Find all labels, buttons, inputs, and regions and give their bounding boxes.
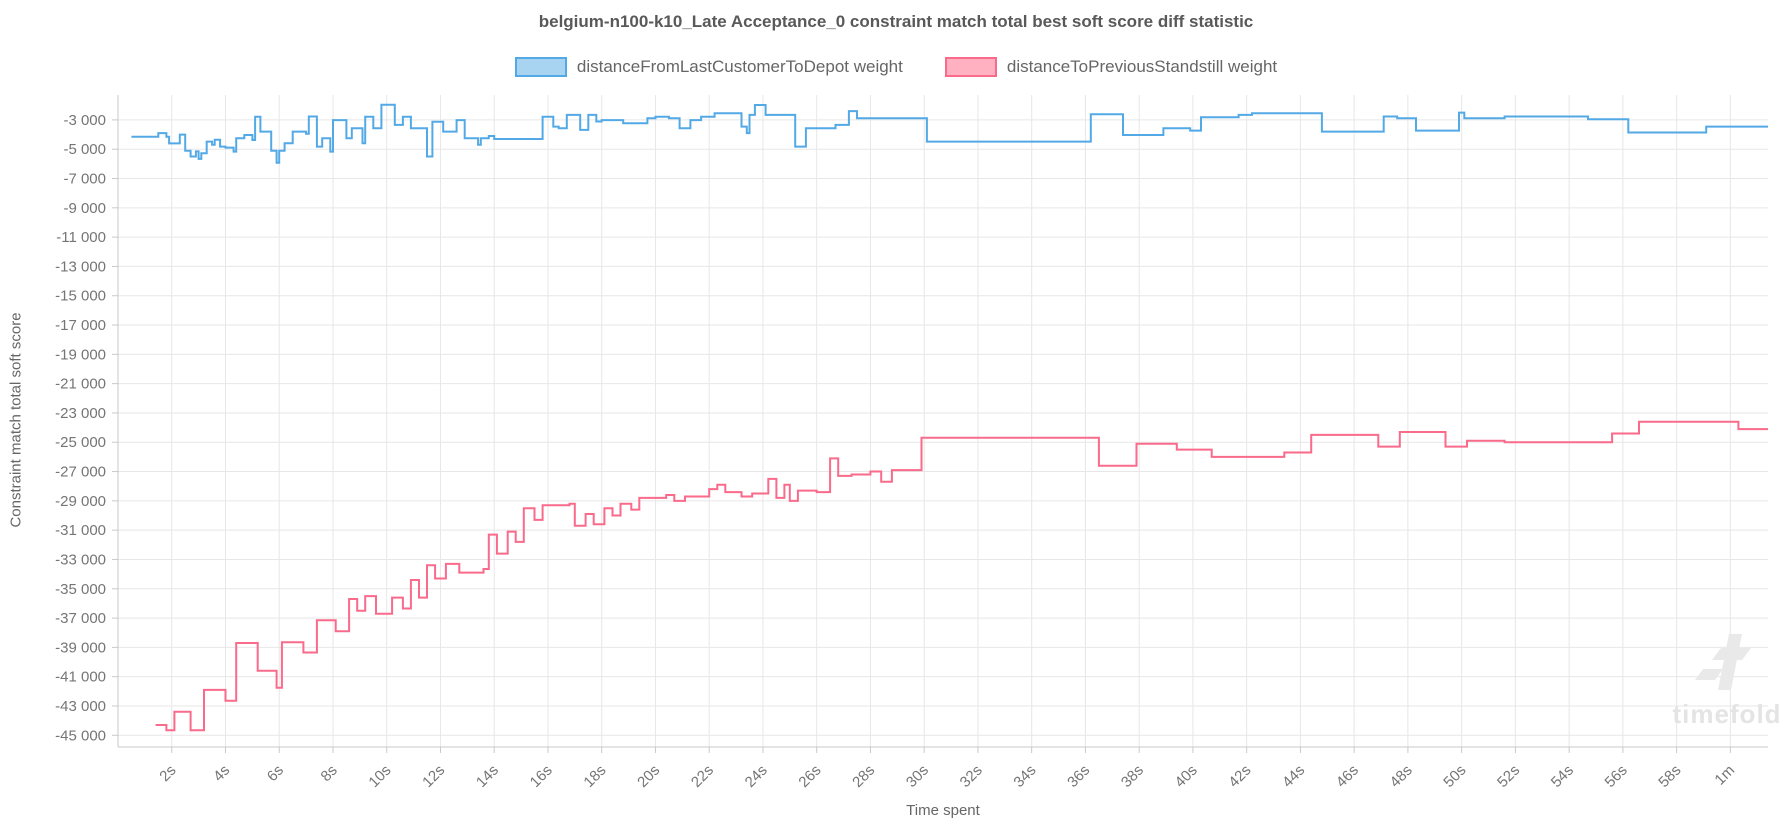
x-tick-label: 4s xyxy=(210,762,233,785)
x-axis-title: Time spent xyxy=(906,802,980,819)
x-tick-label: 46s xyxy=(1333,762,1362,791)
x-tick-label: 40s xyxy=(1172,762,1201,791)
y-tick-label: -11 000 xyxy=(56,229,106,246)
x-tick-label: 50s xyxy=(1440,762,1469,791)
chart-legend: distanceFromLastCustomerToDepot weight d… xyxy=(0,57,1792,77)
y-tick-label: -37 000 xyxy=(55,610,106,627)
x-tick-label: 34s xyxy=(1010,762,1039,791)
x-tick-label: 24s xyxy=(742,762,771,791)
x-tick-label: 32s xyxy=(957,762,986,791)
legend-item-distance-from-last-customer-to-depot[interactable]: distanceFromLastCustomerToDepot weight xyxy=(514,57,903,77)
x-tick-label: 44s xyxy=(1279,762,1308,791)
y-tick-label: -5 000 xyxy=(63,141,106,158)
x-tick-label: 36s xyxy=(1064,762,1093,791)
y-tick-label: -41 000 xyxy=(55,669,106,686)
x-tick-label: 54s xyxy=(1548,762,1577,791)
y-tick-label: -31 000 xyxy=(55,522,106,539)
x-tick-label: 14s xyxy=(473,762,502,791)
x-tick-label: 1m xyxy=(1711,762,1738,789)
x-tick-label: 30s xyxy=(903,762,932,791)
series-path-0 xyxy=(131,103,1768,164)
y-tick-label: -45 000 xyxy=(55,727,106,744)
y-tick-label: -35 000 xyxy=(55,581,106,598)
x-tick-label: 58s xyxy=(1655,762,1684,791)
series-path-1 xyxy=(155,420,1768,732)
y-tick-label: -29 000 xyxy=(55,493,106,510)
legend-swatch-pink xyxy=(944,57,997,77)
y-tick-label: -15 000 xyxy=(55,288,106,305)
legend-label: distanceToPreviousStandstill weight xyxy=(1006,57,1278,76)
x-tick-label: 8s xyxy=(318,762,341,785)
legend-item-distance-to-previous-standstill[interactable]: distanceToPreviousStandstill weight xyxy=(944,57,1278,77)
y-tick-label: -25 000 xyxy=(55,434,106,451)
y-tick-label: -13 000 xyxy=(55,258,106,275)
x-tick-label: 18s xyxy=(580,762,609,791)
y-tick-label: -21 000 xyxy=(55,376,106,393)
y-tick-label: -19 000 xyxy=(55,346,106,363)
legend-label: distanceFromLastCustomerToDepot weight xyxy=(576,57,903,76)
x-tick-label: 28s xyxy=(849,762,878,791)
x-tick-label: 20s xyxy=(634,762,663,791)
x-tick-label: 10s xyxy=(365,762,394,791)
y-tick-label: -39 000 xyxy=(55,639,106,656)
x-tick-label: 6s xyxy=(264,762,287,785)
x-tick-label: 56s xyxy=(1602,762,1631,791)
x-tick-label: 16s xyxy=(527,762,556,791)
legend-swatch-blue xyxy=(514,57,567,77)
y-tick-label: -7 000 xyxy=(63,171,106,188)
x-tick-label: 12s xyxy=(419,762,448,791)
y-tick-label: -27 000 xyxy=(55,464,106,481)
x-tick-label: 22s xyxy=(688,762,717,791)
y-tick-label: -3 000 xyxy=(63,112,106,129)
y-tick-label: -33 000 xyxy=(55,551,106,568)
chart-title: belgium-n100-k10_Late Acceptance_0 const… xyxy=(538,12,1254,31)
y-tick-label: -17 000 xyxy=(55,317,106,334)
x-tick-label: 2s xyxy=(156,762,179,785)
x-tick-label: 42s xyxy=(1225,762,1254,791)
y-tick-label: -43 000 xyxy=(55,698,106,715)
x-tick-label: 38s xyxy=(1118,762,1147,791)
x-tick-label: 48s xyxy=(1387,762,1416,791)
x-tick-label: 52s xyxy=(1494,762,1523,791)
y-tick-label: -9 000 xyxy=(63,200,106,217)
x-tick-label: 26s xyxy=(795,762,824,791)
y-tick-label: -23 000 xyxy=(55,405,106,422)
